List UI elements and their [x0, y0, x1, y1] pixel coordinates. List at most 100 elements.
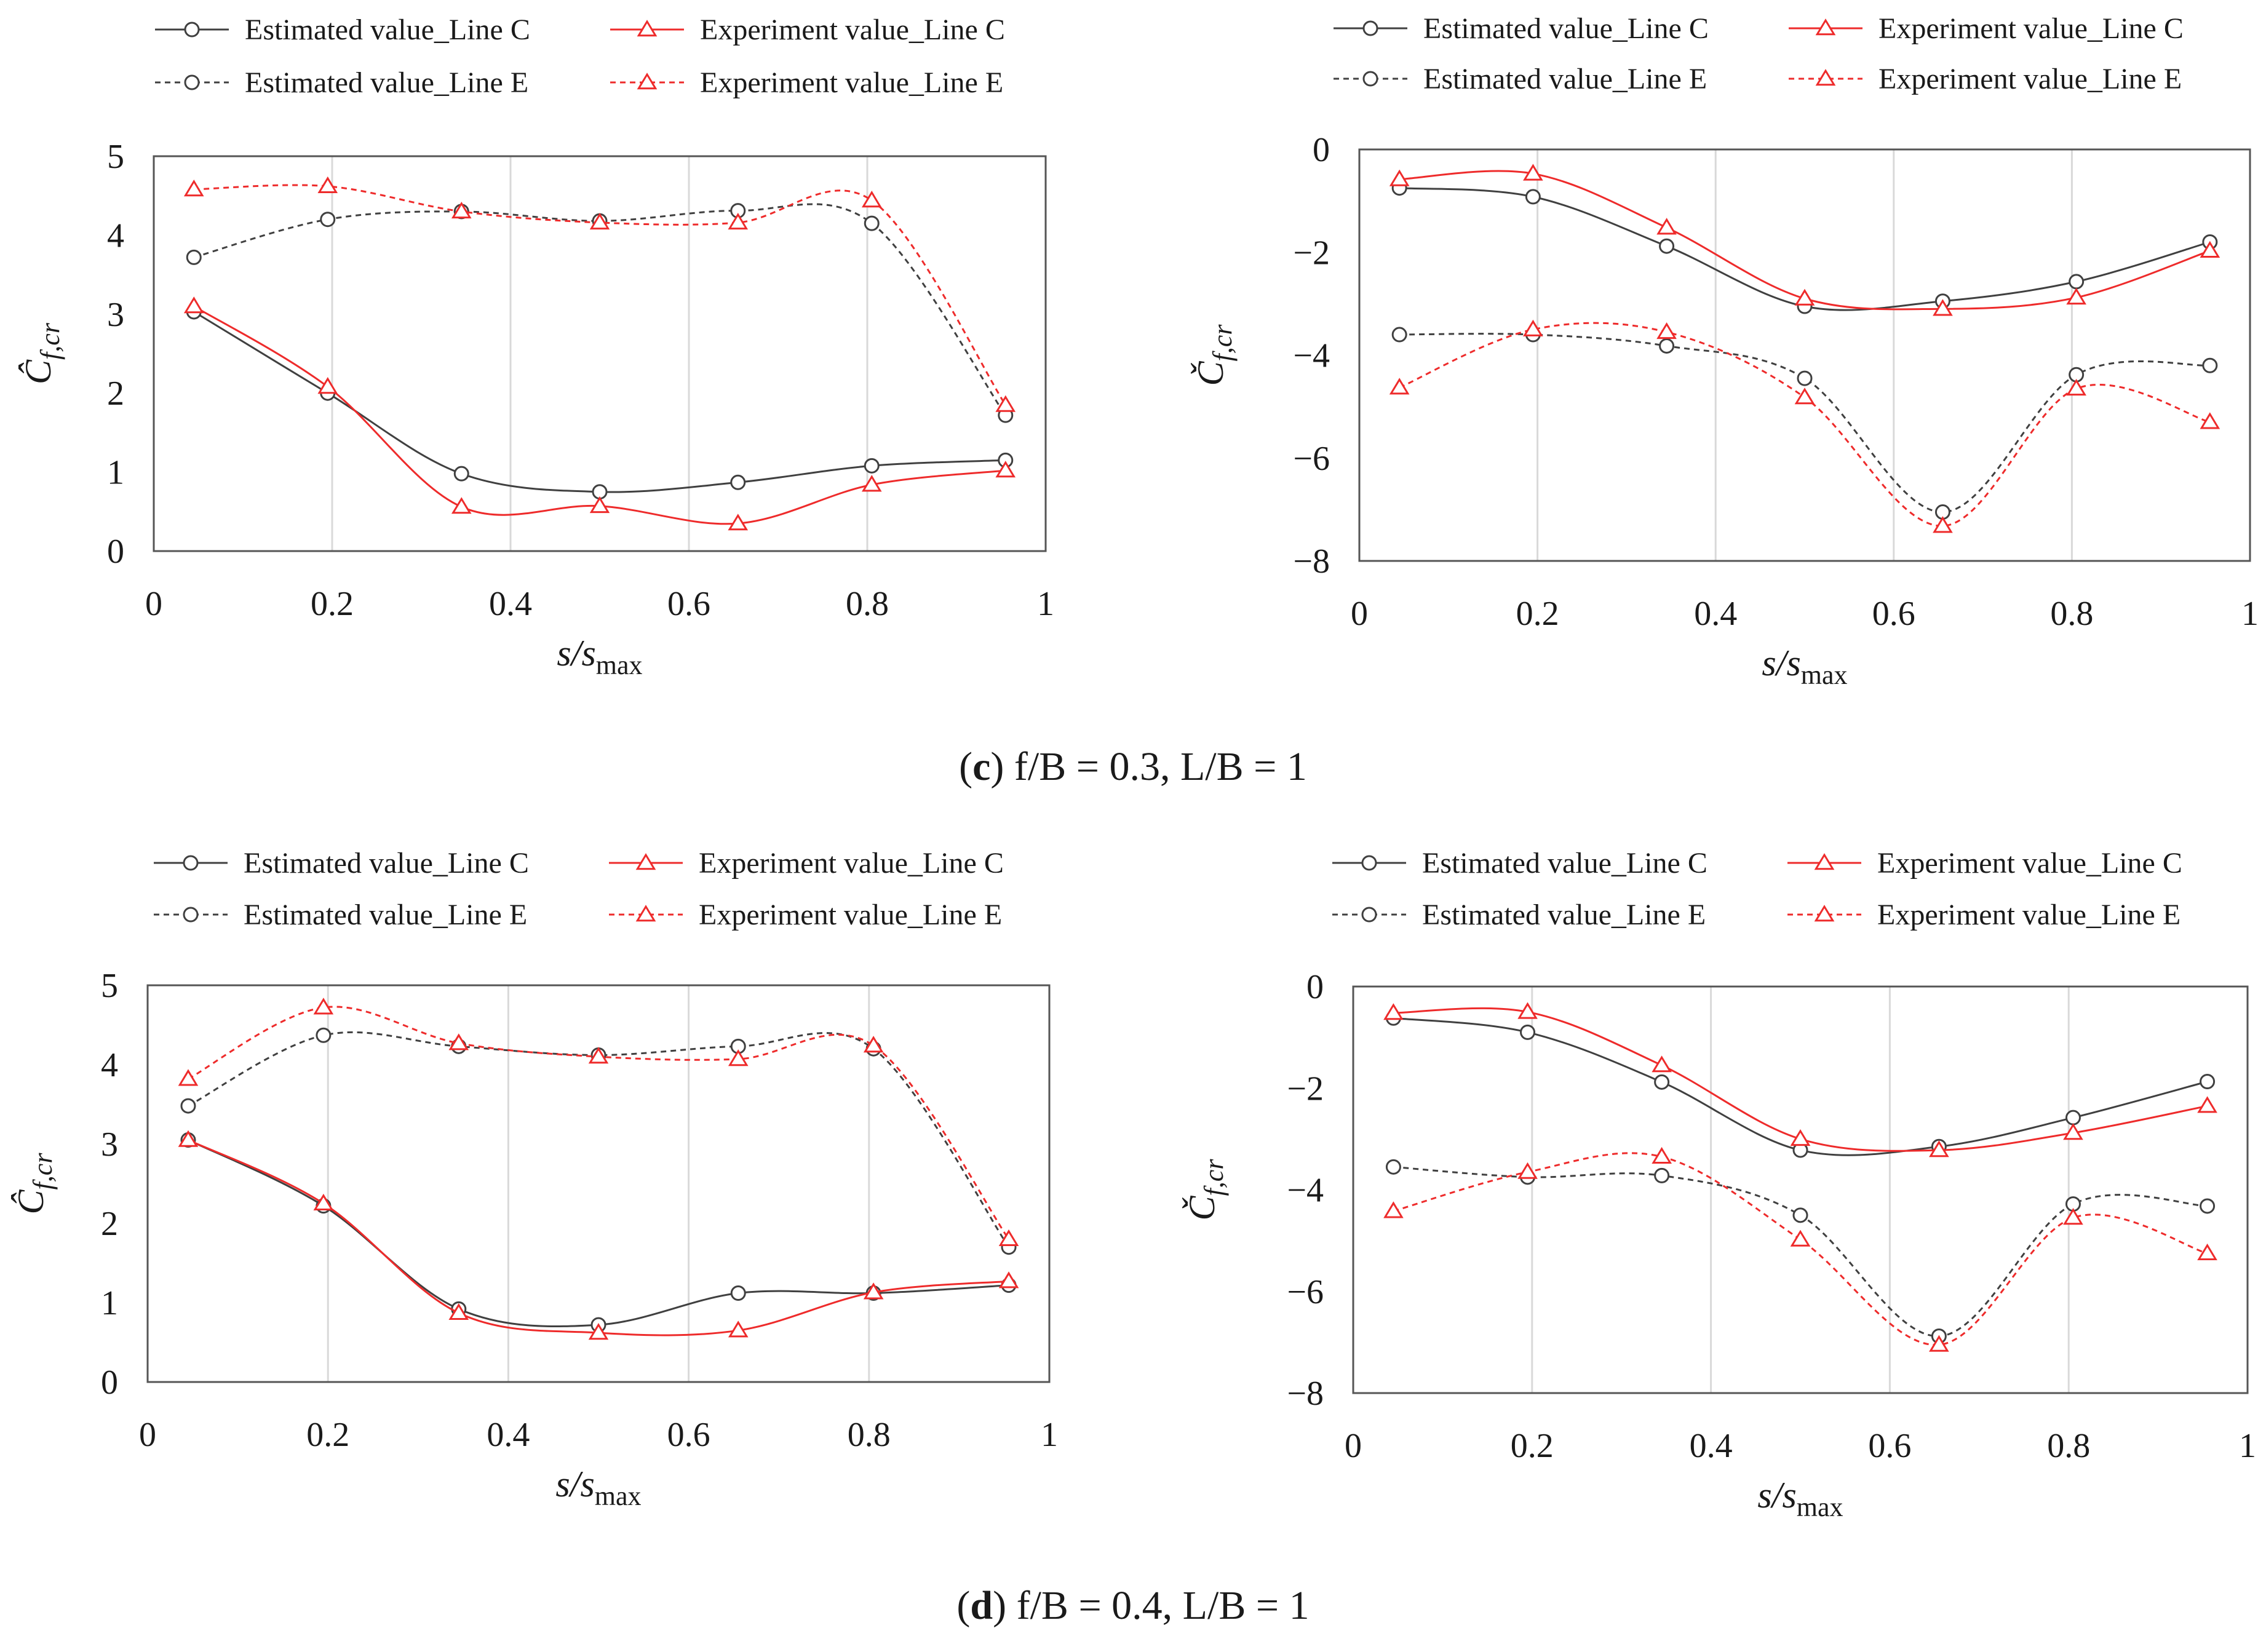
data-point-triangle [448, 1033, 469, 1050]
data-point-circle [186, 249, 202, 265]
legend-item: Experiment value_Line E [610, 66, 1003, 99]
data-point-triangle [1933, 516, 1953, 533]
legend-label: Estimated value_Line C [1423, 12, 1709, 45]
x-axis-title: s/smax [555, 1464, 641, 1511]
y-tick-label: −2 [1287, 1070, 1324, 1108]
data-point-circle [316, 1027, 332, 1043]
x-axis-title-main: s/s [557, 633, 595, 673]
legend-item: Estimated value_Line E [155, 66, 528, 99]
legend-label: Experiment value_Line C [1878, 12, 2184, 45]
y-tick-label: 3 [101, 1126, 118, 1164]
legend-item: Experiment value_Line E [1787, 899, 2181, 931]
data-point-triangle [2197, 1243, 2217, 1260]
legend-label: Experiment value_Line E [1878, 63, 2182, 95]
y-tick-label: 1 [107, 454, 124, 492]
data-point-circle [1654, 1167, 1670, 1183]
data-point-circle [1385, 1159, 1401, 1175]
data-point-triangle [1790, 1229, 1811, 1247]
legend-label: Experiment value_Line E [1877, 899, 2181, 931]
x-tick-label: 0.4 [487, 1416, 530, 1454]
x-tick-label: 0.2 [311, 585, 354, 623]
y-tick-label: −4 [1287, 1172, 1324, 1210]
data-point-circle [864, 215, 880, 231]
x-tick-label: 0.6 [1872, 595, 1915, 633]
caption-d-text: f/B = 0.4, L/B = 1 [1006, 1583, 1309, 1628]
legend-marker-triangle [635, 853, 656, 870]
data-point-circle [1659, 238, 1675, 254]
data-point-triangle [178, 1069, 199, 1086]
legend-marker-circle [1361, 855, 1377, 871]
legend-marker-circle [184, 74, 200, 90]
data-point-circle [180, 1098, 196, 1114]
legend-label: Estimated value_Line E [1422, 899, 1706, 931]
data-point-triangle [178, 1130, 199, 1147]
y-axis-title-sub: f,cr [35, 322, 65, 360]
y-tick-label: 5 [101, 967, 118, 1005]
x-tick-label: 0 [1345, 1427, 1362, 1465]
x-tick-label: 0.4 [489, 585, 532, 623]
legend-label: Experiment value_Line E [700, 66, 1003, 99]
legend-item: Estimated value_Line C [1332, 847, 1707, 880]
data-point-circle [2200, 1074, 2216, 1090]
y-axis-title-main: Ĉ [10, 1189, 51, 1214]
caption-c-label: c [972, 744, 990, 789]
data-point-triangle [317, 176, 338, 193]
x-axis-title-sub: max [596, 650, 643, 680]
chart-c-right: 0 0.2 0.4 0.6 0.8 1 −8 −6 −4 −2 0 s/smax Čf,cr Estima… [1190, 12, 2259, 690]
x-tick-label: 0.8 [2047, 1427, 2090, 1465]
legend-label: Experiment value_Line C [700, 14, 1005, 46]
data-point-triangle [728, 212, 749, 230]
caption-c-text: f/B = 0.3, L/B = 1 [1004, 744, 1306, 789]
data-point-triangle [998, 1229, 1019, 1246]
x-tick-label: 0.2 [1516, 595, 1559, 633]
data-point-triangle [1517, 1002, 1538, 1019]
data-point-triangle [1389, 169, 1410, 186]
data-point-circle [2065, 1110, 2081, 1126]
caption-c: (c) f/B = 0.3, L/B = 1 [959, 744, 1307, 789]
data-point-triangle [728, 1320, 749, 1338]
data-point-triangle [1794, 288, 1815, 306]
chart-d-left: 0 0.2 0.4 0.6 0.8 1 0 1 2 3 4 5 s/smax Ĉf,cr Estimated… [10, 847, 1058, 1511]
data-point-triangle [588, 1323, 609, 1340]
data-point-triangle [1929, 1140, 1949, 1158]
y-tick-label: −6 [1293, 440, 1330, 478]
data-point-triangle [2200, 412, 2220, 429]
y-axis-title-main: Č [1182, 1195, 1222, 1220]
legend-item: Experiment value_Line C [610, 14, 1005, 46]
data-point-triangle [1794, 387, 1815, 405]
chart-c-left: 0 0.2 0.4 0.6 0.8 1 0 1 2 3 4 5 s/smax Ĉf,cr Estimated… [18, 14, 1054, 680]
y-tick-label: 5 [107, 138, 124, 176]
series-line-3 [188, 1031, 1010, 1248]
y-axis-title-sub: f,cr [28, 1153, 58, 1190]
y-axis-title-sub: f,cr [1199, 1159, 1229, 1196]
data-point-triangle [863, 1036, 884, 1053]
data-point-triangle [1523, 319, 1543, 336]
legend-marker-triangle [1815, 18, 1836, 36]
caption-d-label: d [970, 1583, 993, 1628]
legend-label: Estimated value_Line E [245, 66, 528, 99]
y-tick-label: 2 [101, 1205, 118, 1243]
legend-item: Experiment value_Line E [609, 899, 1002, 931]
x-axis-title-sub: max [595, 1481, 642, 1511]
y-tick-label: 3 [107, 296, 124, 334]
data-point-circle [730, 1285, 746, 1301]
y-tick-label: 4 [107, 216, 124, 255]
x-tick-label: 0.2 [1511, 1427, 1554, 1465]
data-point-circle [2200, 1198, 2216, 1214]
data-point-triangle [589, 496, 610, 514]
y-tick-label: −8 [1293, 542, 1330, 581]
legend-item: Experiment value_Line C [1789, 12, 2184, 45]
legend-marker-triangle [1815, 69, 1836, 86]
legend-label: Estimated value_Line C [1422, 847, 1707, 880]
legend-marker-circle [1362, 20, 1378, 36]
data-point-triangle [995, 461, 1016, 478]
data-point-triangle [313, 1193, 334, 1210]
data-point-triangle [183, 179, 204, 197]
y-axis-title: Čf,cr [1182, 1159, 1229, 1221]
x-tick-label: 0 [139, 1416, 156, 1454]
legend-item: Experiment value_Line C [1787, 847, 2182, 880]
plot-frame [1352, 985, 2249, 1394]
caption-d: (d) f/B = 0.4, L/B = 1 [956, 1583, 1309, 1628]
x-tick-label: 0.8 [2050, 595, 2093, 633]
